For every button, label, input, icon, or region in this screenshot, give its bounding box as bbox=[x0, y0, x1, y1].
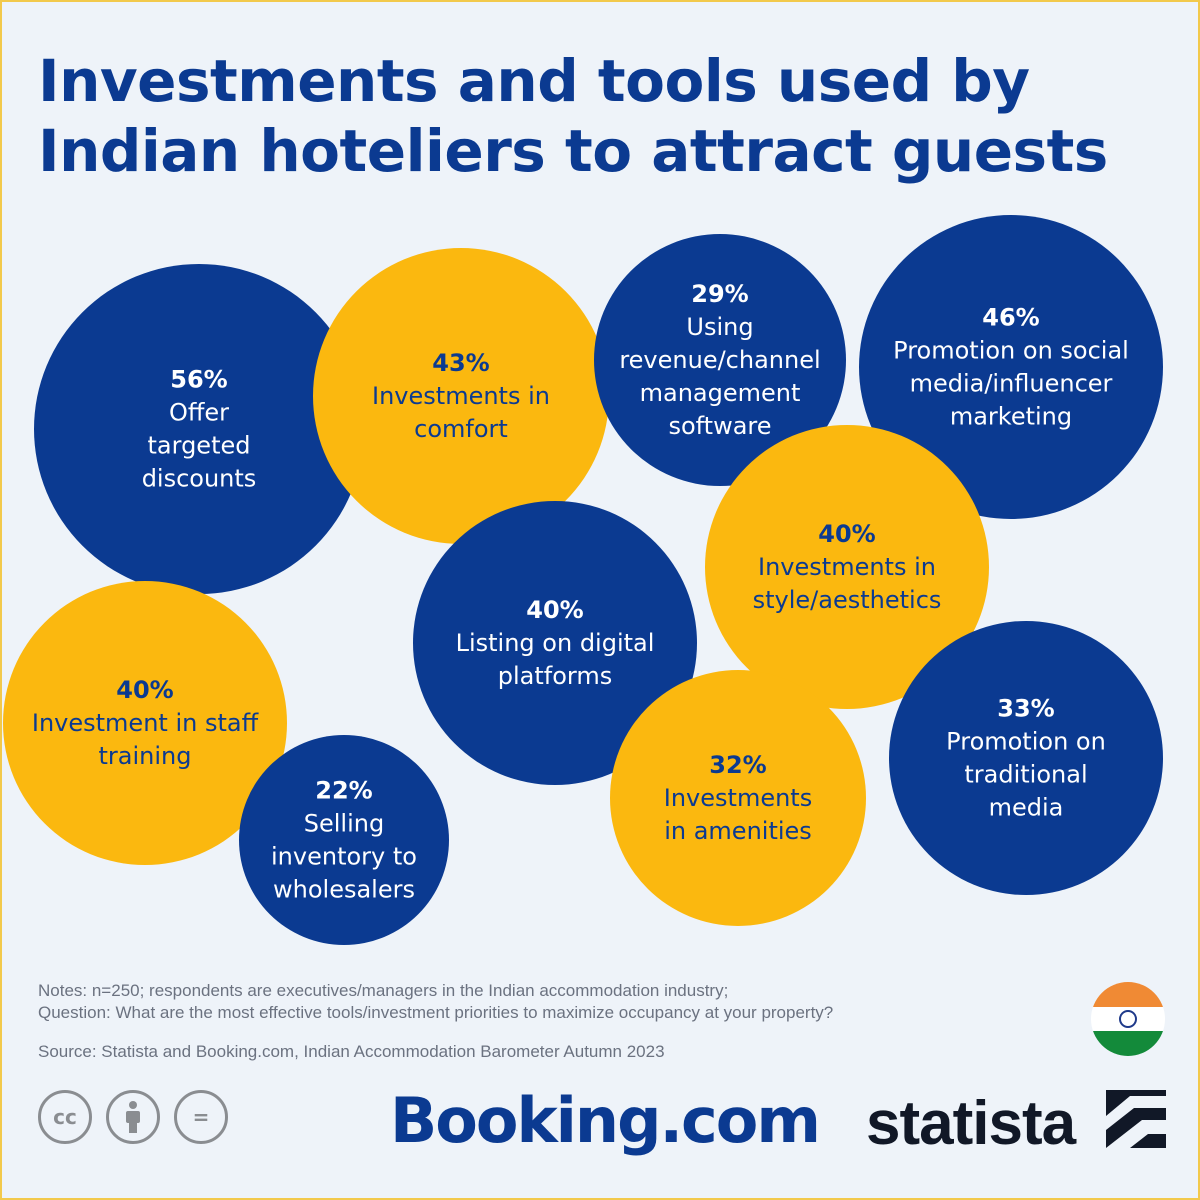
bubble-label: management bbox=[640, 379, 801, 407]
bubble: 40% Investment in staff training bbox=[3, 581, 287, 865]
source: Source: Statista and Booking.com, Indian… bbox=[38, 1042, 665, 1061]
bubble-circle bbox=[705, 425, 989, 709]
bubble-value: 40% bbox=[526, 596, 583, 624]
bubble: 56% Offer targeted discounts bbox=[34, 264, 364, 594]
bubble-label: Investment in staff bbox=[32, 709, 259, 737]
bubble-label: wholesalers bbox=[273, 876, 415, 904]
bubble-circle bbox=[239, 735, 449, 945]
bubble-label: Investments in bbox=[758, 553, 936, 581]
booking-logo[interactable]: Booking.com bbox=[390, 1084, 821, 1157]
bubble: 33% Promotion on traditional media bbox=[889, 621, 1163, 895]
statista-logo[interactable]: statista bbox=[866, 1089, 1076, 1158]
bubble: 46% Promotion on social media/influencer ma… bbox=[859, 215, 1163, 519]
bubble-label: discounts bbox=[142, 465, 257, 493]
person-glyph-icon bbox=[126, 1101, 140, 1133]
bubble-circle bbox=[413, 501, 697, 785]
bubble-value: 33% bbox=[997, 695, 1054, 723]
bubble-label: Listing on digital bbox=[456, 629, 655, 657]
bubble-label: Using bbox=[686, 313, 753, 341]
bubble-circle bbox=[610, 670, 866, 926]
bubble-label: Selling bbox=[304, 810, 384, 838]
bubble-value: 22% bbox=[315, 777, 372, 805]
bubble-value: 32% bbox=[709, 751, 766, 779]
bubble-label: marketing bbox=[950, 403, 1072, 431]
notes-line-2: Question: What are the most effective to… bbox=[38, 1003, 834, 1022]
bubble-value: 29% bbox=[691, 280, 748, 308]
equals-glyph: = bbox=[192, 1105, 210, 1129]
bubble-circle bbox=[889, 621, 1163, 895]
bubble-value: 56% bbox=[170, 366, 227, 394]
bubble-label: traditional bbox=[964, 761, 1087, 789]
bubble-circle bbox=[594, 234, 846, 486]
bubble-circle bbox=[859, 215, 1163, 519]
bubble: 40% Listing on digital platforms bbox=[413, 501, 697, 785]
bubble: 22% Selling inventory to wholesalers bbox=[239, 735, 449, 945]
bubble: 43% Investments in comfort bbox=[313, 248, 609, 544]
bubble-circle bbox=[313, 248, 609, 544]
bubble: 29% Using revenue/channel management softwar… bbox=[594, 234, 846, 486]
bubble-value: 40% bbox=[116, 676, 173, 704]
india-flag-icon bbox=[1091, 982, 1165, 1056]
license-icons: cc = bbox=[38, 1090, 228, 1150]
bubble-label: targeted bbox=[148, 432, 251, 460]
cc-icon[interactable]: cc bbox=[38, 1090, 92, 1144]
bubble-value: 46% bbox=[982, 304, 1039, 332]
cc-icon-text: cc bbox=[53, 1105, 77, 1129]
bubble-label: Promotion on social bbox=[893, 337, 1129, 365]
attribution-person-icon[interactable] bbox=[106, 1090, 160, 1144]
bubble-circle bbox=[3, 581, 287, 865]
bubble-label: media/influencer bbox=[910, 370, 1113, 398]
page-title: Investments and tools used by Indian hot… bbox=[38, 47, 1108, 185]
statista-mark-icon bbox=[1106, 1090, 1166, 1148]
bubble: 32% Investments in amenities bbox=[610, 670, 866, 926]
bubble-label: platforms bbox=[498, 662, 612, 690]
bubble-label: Promotion on bbox=[946, 728, 1106, 756]
ashoka-chakra-icon bbox=[1119, 1009, 1137, 1028]
notes-line-1: Notes: n=250; respondents are executives… bbox=[38, 981, 729, 1000]
bubble-label: training bbox=[99, 742, 192, 770]
bubble-label: media bbox=[989, 794, 1064, 822]
bubble-label: Offer bbox=[169, 399, 229, 427]
bubble-value: 40% bbox=[818, 520, 875, 548]
bubble-label: Investments in bbox=[372, 382, 550, 410]
no-derivatives-icon[interactable]: = bbox=[174, 1090, 228, 1144]
bubble-label: comfort bbox=[414, 415, 508, 443]
bubble-label: style/aesthetics bbox=[753, 586, 942, 614]
bubble-label: in amenities bbox=[664, 817, 812, 845]
bubble-label: revenue/channel bbox=[619, 346, 820, 374]
bubble: 40% Investments in style/aesthetics bbox=[705, 425, 989, 709]
bubble-circle bbox=[34, 264, 364, 594]
bubble-label: Investments bbox=[664, 784, 812, 812]
bubble-label: inventory to bbox=[271, 843, 417, 871]
bubble-label: software bbox=[668, 412, 771, 440]
bubble-value: 43% bbox=[432, 349, 489, 377]
notes: Notes: n=250; respondents are executives… bbox=[38, 980, 1078, 1024]
